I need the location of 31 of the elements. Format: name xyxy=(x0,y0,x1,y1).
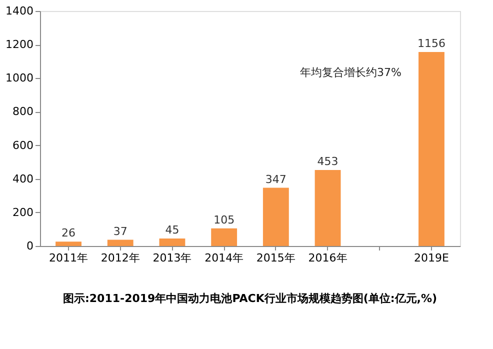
x-tick-label: 2016年 xyxy=(308,252,348,264)
bar xyxy=(56,242,82,246)
data-label: 37 xyxy=(113,224,128,238)
x-tick-label: 2011年 xyxy=(49,252,88,264)
data-label: 1156 xyxy=(417,36,446,50)
x-tick-label: 2013年 xyxy=(152,252,192,264)
x-tick-label: 2015年 xyxy=(256,252,296,264)
y-tick-label: 1000 xyxy=(6,72,34,85)
x-tick-label: 2019E xyxy=(414,252,449,264)
y-tick-label: 400 xyxy=(12,172,34,186)
bar xyxy=(159,238,186,246)
bar xyxy=(262,188,289,246)
bar xyxy=(418,52,444,246)
data-label: 105 xyxy=(214,213,235,226)
y-tick-label: 1200 xyxy=(6,38,34,52)
bar xyxy=(314,170,341,246)
bar xyxy=(211,228,238,246)
bar xyxy=(107,240,134,246)
annotation: 年均复合增长约37% xyxy=(300,66,402,79)
y-tick-label: 800 xyxy=(12,105,34,118)
y-tick-label: 200 xyxy=(12,206,34,219)
y-tick-label: 600 xyxy=(12,138,34,152)
data-label: 45 xyxy=(165,223,180,236)
text: 图示:2011-2019年中国动力电池PACK行业市场规模趋势图(单位:亿元,%) xyxy=(62,292,438,305)
data-label: 347 xyxy=(265,172,286,186)
x-tick-label: 2012年 xyxy=(100,252,140,264)
y-tick-label: 0 xyxy=(26,240,34,252)
data-label: 453 xyxy=(317,154,338,168)
x-tick-label: 2014年 xyxy=(204,252,244,264)
data-label: 26 xyxy=(62,226,76,240)
y-tick-label: 1400 xyxy=(6,4,34,18)
